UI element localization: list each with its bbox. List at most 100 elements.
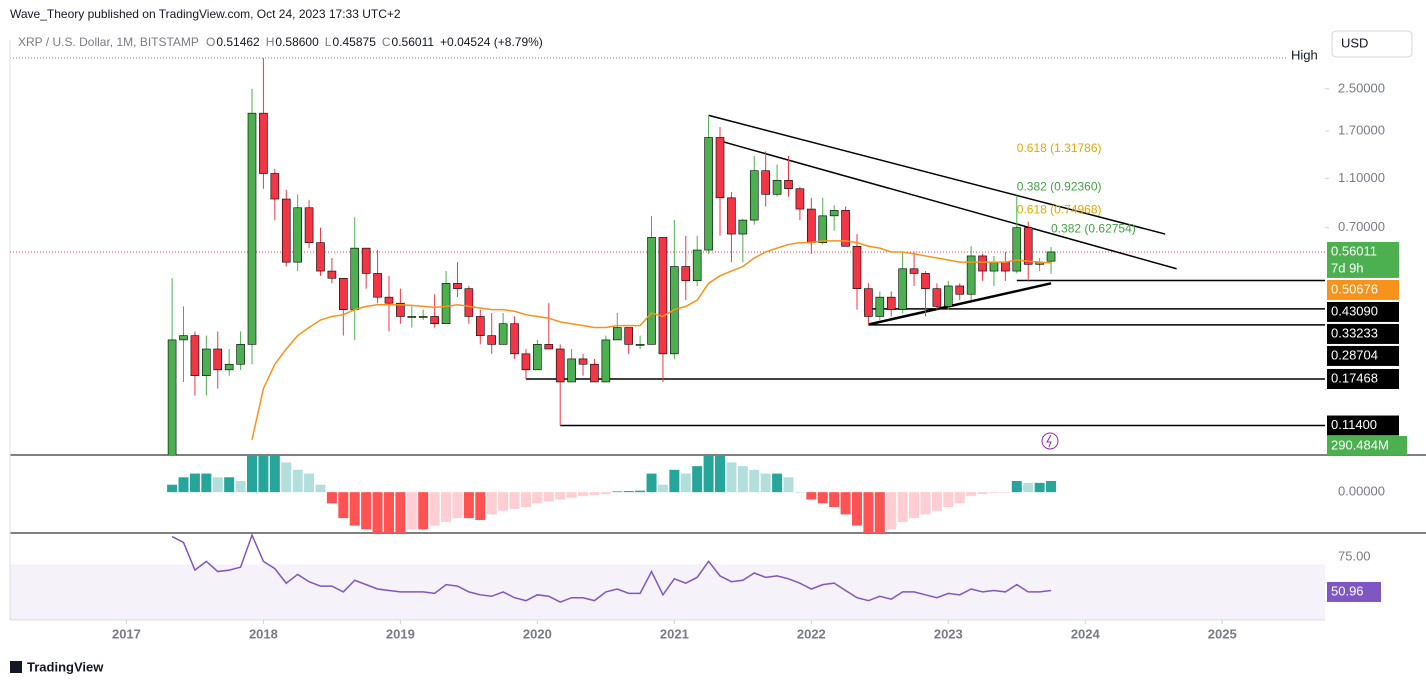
publisher: Wave_Theory published on TradingView.com… <box>10 7 401 21</box>
macd-histogram-bar <box>304 473 315 493</box>
macd-histogram-bar <box>235 481 246 493</box>
candle-body <box>761 170 770 195</box>
trendline <box>868 282 1052 326</box>
macd-histogram-bar <box>429 492 440 526</box>
macd-histogram-bar <box>806 492 817 500</box>
rsi-band <box>10 564 1325 620</box>
macd-histogram-bar <box>543 492 554 502</box>
candle-body <box>1012 227 1022 272</box>
candle-body <box>966 255 976 295</box>
ohlc-key: C <box>382 35 391 49</box>
volume-label: 290.484M <box>1331 437 1389 452</box>
macd-histogram-bar <box>395 492 406 533</box>
macd-histogram-bar <box>943 492 954 507</box>
candle-body <box>795 188 805 210</box>
x-tick-label: 2018 <box>249 626 278 641</box>
macd-histogram-bar <box>772 473 783 493</box>
price-label-bg <box>1327 415 1399 436</box>
y-tick-label: 2.50000 <box>1338 80 1385 95</box>
macd-histogram-bar <box>749 469 760 493</box>
macd-histogram-bar <box>794 492 805 493</box>
macd-pane <box>167 455 1057 533</box>
candle-body <box>784 180 793 190</box>
macd-histogram-bar <box>829 492 840 507</box>
macd-histogram-bar <box>520 492 531 507</box>
macd-histogram-bar <box>1023 482 1034 493</box>
x-tick-label: 2020 <box>523 626 552 641</box>
price-label-bg <box>1327 368 1399 389</box>
candle-body <box>179 335 188 341</box>
candle-body <box>1001 261 1010 272</box>
candle-body <box>932 288 942 307</box>
candle-body <box>1046 251 1056 262</box>
x-tick-label: 2019 <box>386 626 415 641</box>
macd-histogram-bar <box>281 462 292 493</box>
event-icon[interactable] <box>1041 432 1059 450</box>
rsi-label-bg <box>1327 581 1381 602</box>
macd-histogram-bar <box>326 492 337 504</box>
candle-body <box>715 137 725 199</box>
macd-histogram-bar <box>418 492 429 530</box>
macd-histogram-bar <box>555 492 566 500</box>
macd-histogram-bar <box>566 492 577 498</box>
macd-histogram-bar <box>338 492 349 519</box>
fib-label: 0.618 (0.74968) <box>1017 202 1102 216</box>
macd-histogram-bar <box>817 492 828 504</box>
candle-body <box>692 249 702 282</box>
currency[interactable]: USD <box>1341 35 1368 50</box>
candle-body <box>202 348 211 377</box>
price-label-bg <box>1327 323 1399 344</box>
macd-histogram-bar <box>703 455 714 493</box>
volume-label-bg <box>1327 436 1407 455</box>
macd-histogram-bar <box>441 492 452 522</box>
price-label: 0.11400 <box>1331 417 1377 432</box>
price-label-bg <box>1327 301 1399 322</box>
macd-histogram-bar <box>635 490 646 493</box>
macd-histogram-bar <box>1011 481 1022 493</box>
macd-histogram-bar <box>1046 481 1057 493</box>
candle-body <box>544 344 554 350</box>
macd-histogram-bar <box>269 455 280 493</box>
macd-histogram-bar <box>760 473 771 493</box>
fib-label: 0.382 (0.62754) <box>1051 222 1136 236</box>
candle-body <box>407 316 417 318</box>
macd-histogram-bar <box>589 492 600 496</box>
ohlc-value: 0.58600 <box>275 35 319 49</box>
macd-histogram-bar <box>897 492 908 522</box>
trendline <box>708 114 1166 235</box>
candle-body <box>944 285 953 307</box>
macd-histogram-bar <box>578 492 589 496</box>
x-tick-label: 2022 <box>797 626 826 641</box>
candle-body <box>498 323 508 345</box>
macd-histogram-bar <box>988 492 999 493</box>
macd-histogram-bar <box>909 492 920 519</box>
candle-body <box>829 210 839 217</box>
price-label: 0.17468 <box>1331 370 1378 385</box>
y-tick-label: 1.70000 <box>1338 122 1385 137</box>
candle-body <box>236 344 245 365</box>
ohlc-value: 0.56011 <box>392 35 435 49</box>
macd-histogram-bar <box>315 484 326 493</box>
rsi-line <box>171 533 1052 603</box>
macd-histogram-bar <box>851 492 862 526</box>
candle-body <box>955 285 965 295</box>
candle-body <box>921 273 930 289</box>
candle-body <box>396 302 405 317</box>
candle-body <box>841 210 850 247</box>
macd-histogram-bar <box>874 492 885 533</box>
macd-histogram-bar <box>612 491 623 493</box>
logo-icon <box>10 661 22 673</box>
macd-histogram-bar <box>486 492 497 515</box>
macd-histogram-bar <box>726 462 737 493</box>
macd-histogram-bar <box>680 473 691 493</box>
currency-button[interactable] <box>1331 30 1413 58</box>
macd-histogram-bar <box>292 469 303 493</box>
ohlc-key: O <box>206 35 215 49</box>
macd-histogram-bar <box>532 492 543 504</box>
price-label-countdown: 7d 9h <box>1331 260 1364 275</box>
candle-body <box>224 363 234 371</box>
fib-label: 0.382 (0.92360) <box>1017 180 1102 194</box>
candle-body <box>521 353 531 371</box>
candle-body <box>909 268 919 274</box>
x-tick-label: 2025 <box>1208 626 1237 641</box>
